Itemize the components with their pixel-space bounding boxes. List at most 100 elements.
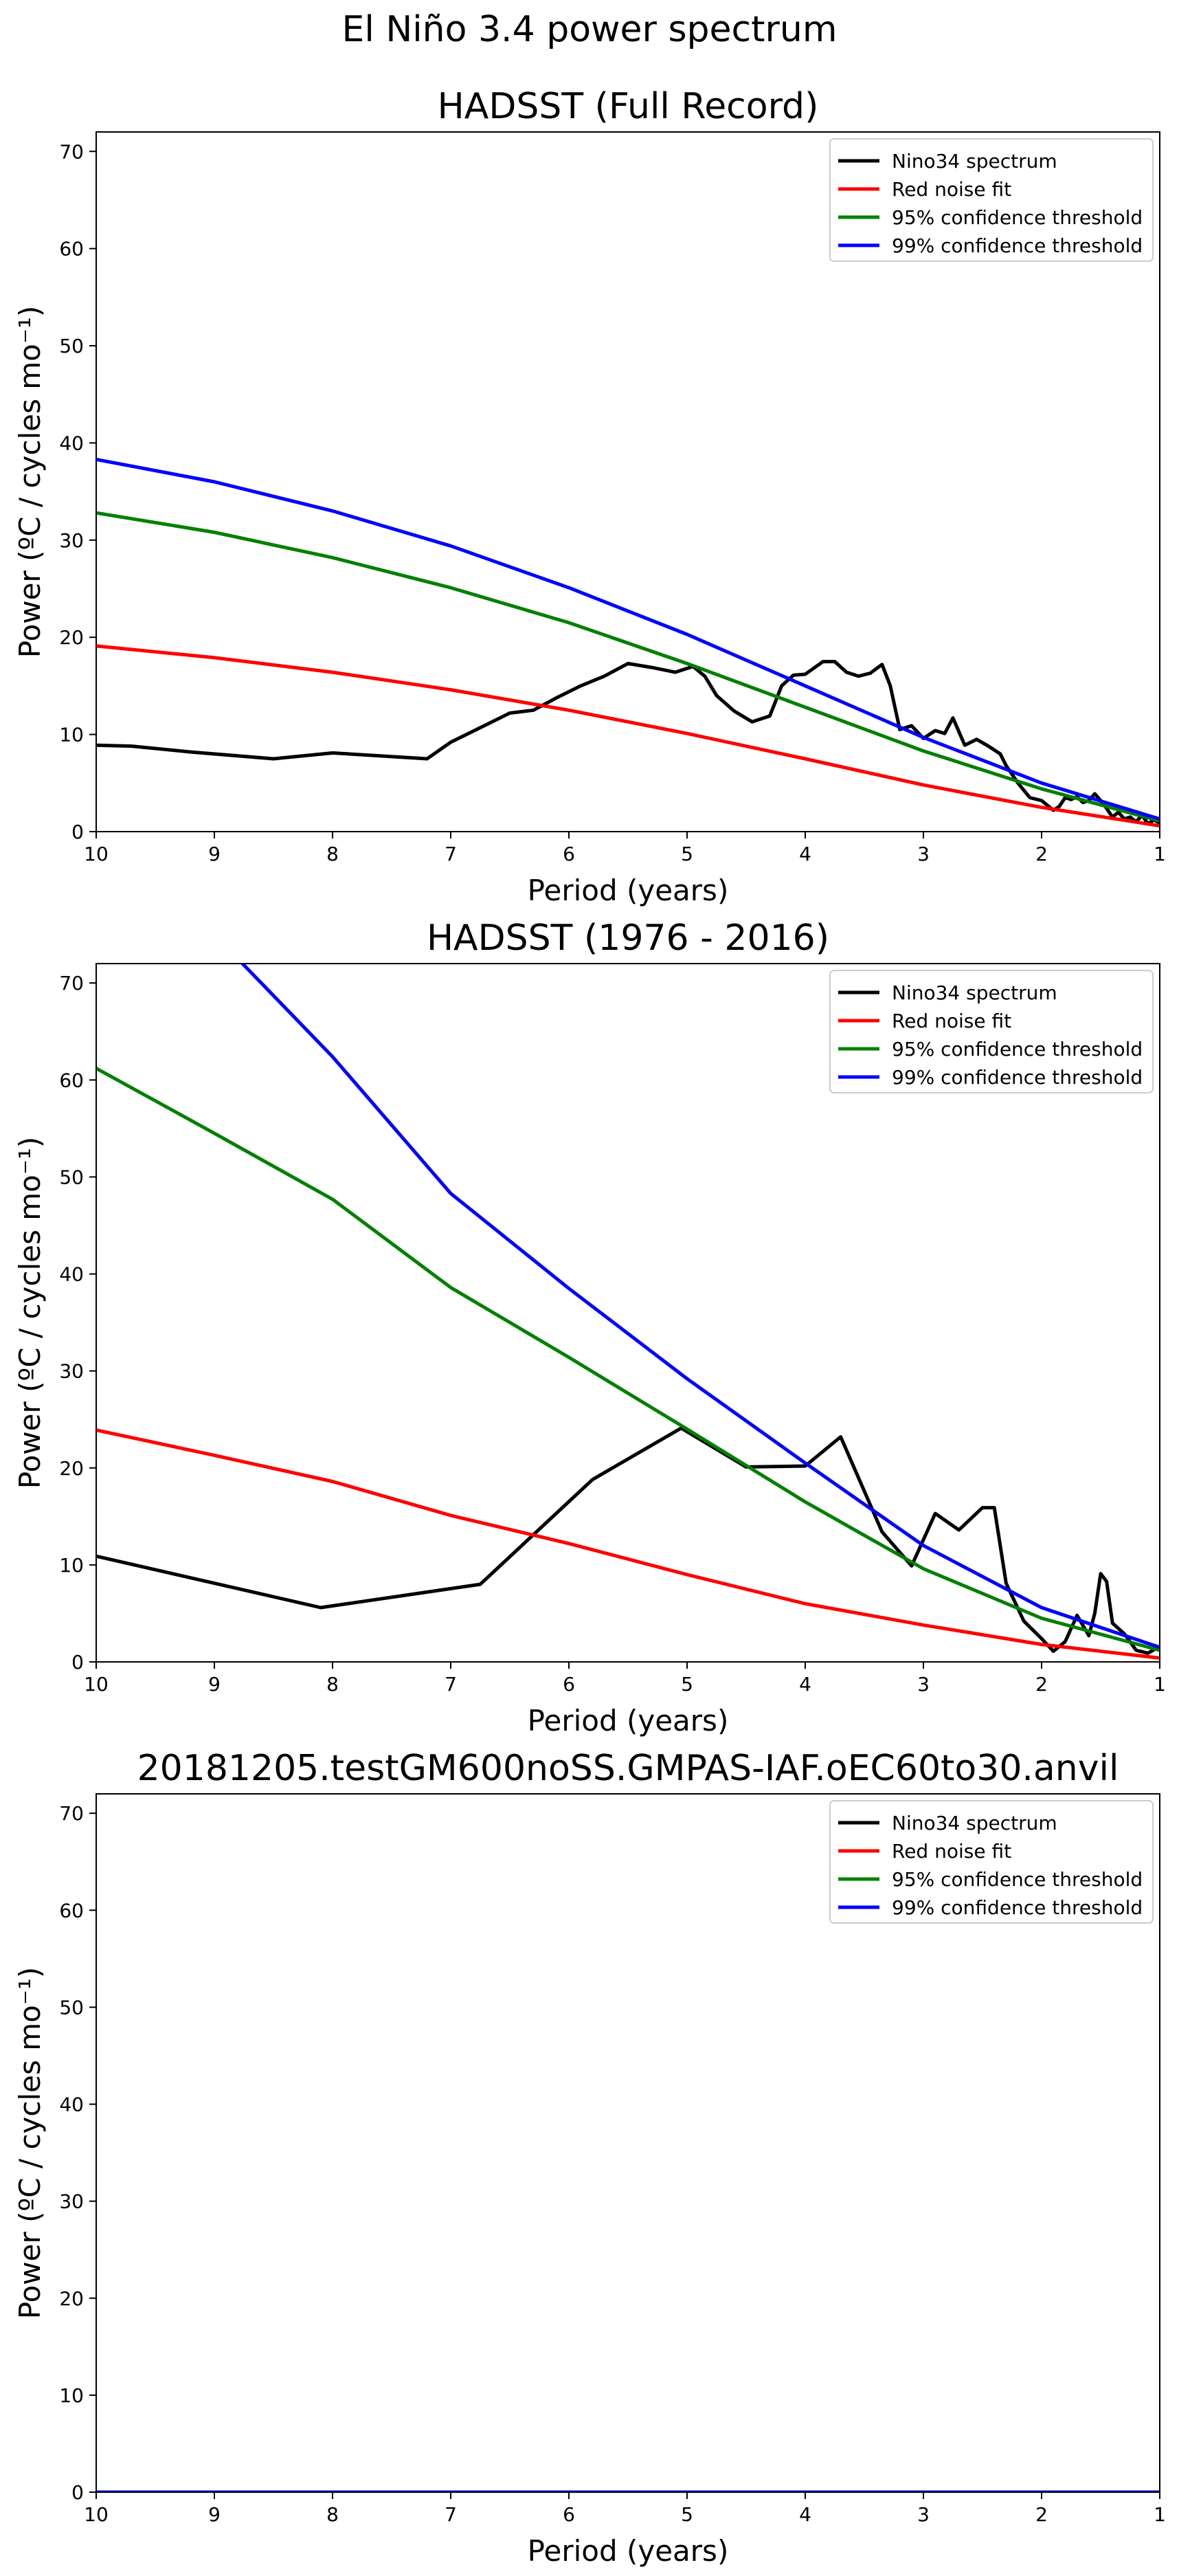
x-tick-label: 8 — [326, 2503, 339, 2526]
x-tick-label: 6 — [563, 2503, 575, 2526]
x-tick-label: 1 — [1154, 843, 1166, 865]
y-tick-label: 60 — [59, 238, 84, 260]
x-axis-label: Period (years) — [528, 1704, 729, 1737]
series-line-4 — [96, 458, 1160, 821]
y-tick-label: 70 — [59, 1802, 84, 1825]
x-tick-label: 1 — [1154, 2503, 1166, 2526]
y-tick-label: 50 — [59, 335, 84, 357]
x-tick-label: 9 — [208, 843, 221, 865]
legend-label-2: Red noise fit — [892, 178, 1011, 201]
x-tick-label: 1 — [1154, 1673, 1166, 1696]
x-tick-label: 6 — [563, 1673, 575, 1696]
y-tick-label: 30 — [59, 2190, 84, 2213]
y-tick-label: 40 — [59, 432, 84, 454]
legend-box — [829, 970, 1154, 1093]
x-tick-label: 10 — [84, 2503, 109, 2526]
y-tick-label: 20 — [59, 1457, 84, 1480]
y-axis-label: Power (ºC / cycles mo⁻¹) — [13, 1967, 47, 2319]
x-tick-label: 9 — [208, 1673, 221, 1696]
legend-label-2: Red noise fit — [892, 1010, 1011, 1032]
series-line-3 — [96, 1066, 1160, 1652]
legend-label-1: Nino34 spectrum — [892, 150, 1057, 173]
y-tick-label: 50 — [59, 1996, 84, 2019]
y-axis-label: Power (ºC / cycles mo⁻¹) — [13, 1137, 47, 1489]
legend: Nino34 spectrum Red noise fit 95% confiden… — [829, 970, 1154, 1093]
plot-frame — [96, 131, 1160, 832]
series-group — [96, 458, 1160, 828]
legend: Nino34 spectrum Red noise fit 95% confiden… — [829, 1800, 1154, 1924]
plot-frame — [96, 1793, 1160, 2493]
y-tick-label: 0 — [71, 2481, 84, 2504]
x-tick-label: 10 — [84, 1673, 109, 1696]
x-tick-label: 2 — [1035, 843, 1048, 865]
x-tick-label: 5 — [681, 1673, 693, 1696]
series-line-3 — [96, 511, 1160, 823]
chart-title: HADSST (1976 - 2016) — [427, 918, 829, 959]
x-tick-label: 6 — [563, 843, 575, 865]
x-tick-label: 8 — [326, 1673, 339, 1696]
legend-label-1: Nino34 spectrum — [892, 1812, 1057, 1834]
y-tick-label: 60 — [59, 1899, 84, 1922]
legend-label-4: 99% confidence threshold — [892, 234, 1143, 257]
legend-label-4: 99% confidence threshold — [892, 1896, 1143, 1919]
y-tick-label: 30 — [59, 1360, 84, 1383]
x-tick-label: 4 — [799, 1673, 811, 1696]
legend: Nino34 spectrum Red noise fit 95% confiden… — [829, 138, 1154, 262]
plot-frame — [96, 963, 1160, 1663]
y-tick-label: 10 — [59, 724, 84, 746]
x-tick-label: 7 — [445, 843, 457, 865]
chart-3: 20181205.testGM600noSS.GMPAS-IAF.oEC60to… — [13, 1748, 1166, 2568]
y-tick-label: 70 — [59, 972, 84, 995]
y-tick-label: 50 — [59, 1166, 84, 1188]
x-tick-label: 3 — [917, 2503, 930, 2526]
charts-container: HADSST (Full Record)10 9 8 7 6 5 4 3 2 1010203040… — [13, 86, 1166, 2568]
x-tick-label: 2 — [1035, 2503, 1048, 2526]
y-tick-label: 0 — [71, 821, 84, 843]
legend-label-3: 95% confidence threshold — [892, 206, 1143, 229]
y-tick-label: 70 — [59, 140, 84, 163]
x-tick-label: 2 — [1035, 1673, 1048, 1696]
x-axis-label: Period (years) — [528, 2534, 729, 2568]
x-tick-label: 3 — [917, 1673, 930, 1696]
x-tick-label: 4 — [799, 2503, 811, 2526]
y-axis-label: Power (ºC / cycles mo⁻¹) — [13, 306, 47, 658]
figure-title: El Niño 3.4 power spectrum — [341, 9, 837, 50]
chart-title: 20181205.testGM600noSS.GMPAS-IAF.oEC60to… — [137, 1748, 1119, 1789]
legend-label-2: Red noise fit — [892, 1840, 1011, 1863]
series-line-4 — [240, 964, 1160, 1650]
legend-label-3: 95% confidence threshold — [892, 1868, 1143, 1891]
x-tick-label: 7 — [445, 1673, 457, 1696]
x-tick-label: 4 — [799, 843, 811, 865]
y-tick-label: 10 — [59, 1554, 84, 1577]
series-line-1 — [96, 660, 1160, 826]
x-tick-label: 9 — [208, 2503, 221, 2526]
legend-label-1: Nino34 spectrum — [892, 981, 1057, 1004]
y-tick-label: 10 — [59, 2384, 84, 2407]
x-tick-label: 8 — [326, 843, 339, 865]
x-tick-label: 10 — [84, 843, 109, 865]
y-tick-label: 40 — [59, 1263, 84, 1286]
series-line-2 — [96, 1428, 1160, 1660]
legend-label-4: 99% confidence threshold — [892, 1066, 1143, 1089]
legend-box — [829, 138, 1154, 262]
chart-title: HADSST (Full Record) — [438, 86, 819, 127]
series-line-2 — [96, 644, 1160, 828]
chart-2: HADSST (1976 - 2016)10 9 8 7 6 5 4 3 2 1010203040… — [13, 918, 1166, 1737]
y-tick-label: 0 — [71, 1651, 84, 1674]
x-tick-label: 5 — [681, 2503, 693, 2526]
y-tick-label: 20 — [59, 2287, 84, 2310]
y-tick-label: 40 — [59, 2094, 84, 2116]
x-axis-label: Period (years) — [528, 874, 729, 907]
x-tick-label: 7 — [445, 2503, 457, 2526]
legend-box — [829, 1800, 1154, 1924]
series-line-1 — [96, 1426, 1160, 1655]
series-group — [96, 964, 1160, 1660]
y-tick-label: 20 — [59, 626, 84, 649]
y-tick-label: 60 — [59, 1069, 84, 1091]
x-tick-label: 3 — [917, 843, 930, 865]
y-tick-label: 30 — [59, 529, 84, 552]
chart-1: HADSST (Full Record)10 9 8 7 6 5 4 3 2 1010203040… — [13, 86, 1166, 907]
legend-label-3: 95% confidence threshold — [892, 1038, 1143, 1061]
x-tick-label: 5 — [681, 843, 693, 865]
